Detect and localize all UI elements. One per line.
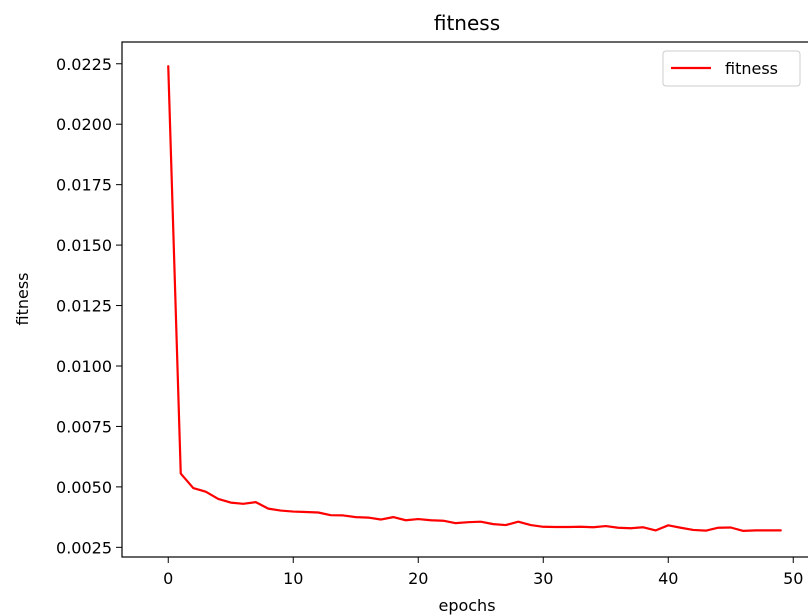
y-tick-label: 0.0125 bbox=[56, 297, 112, 316]
x-tick-label: 50 bbox=[783, 569, 803, 588]
legend-label: fitness bbox=[725, 59, 778, 78]
y-tick-label: 0.0025 bbox=[56, 538, 112, 557]
plot-frame bbox=[121, 41, 808, 558]
y-tick-label: 0.0075 bbox=[56, 417, 112, 436]
y-axis-label: fitness bbox=[13, 272, 32, 325]
x-tick-label: 10 bbox=[283, 569, 303, 588]
x-tick-label: 0 bbox=[163, 569, 173, 588]
legend-box bbox=[662, 50, 801, 87]
chart-title: fitness bbox=[434, 11, 500, 35]
legend: fitness bbox=[662, 50, 801, 87]
fitness-series-line bbox=[167, 65, 782, 532]
y-tick-label: 0.0175 bbox=[56, 176, 112, 195]
y-tick-label: 0.0050 bbox=[56, 478, 112, 497]
y-tick-label: 0.0100 bbox=[56, 357, 112, 376]
x-tick-label: 20 bbox=[408, 569, 428, 588]
x-axis-ticks: 0 10 20 30 40 50 bbox=[163, 557, 803, 588]
y-axis-ticks: 0.0025 0.0050 0.0075 0.0100 0.0125 0.0150 0.01… bbox=[56, 55, 122, 557]
x-tick-label: 40 bbox=[658, 569, 678, 588]
y-tick-label: 0.0225 bbox=[56, 55, 112, 74]
y-tick-label: 0.0200 bbox=[56, 115, 112, 134]
x-axis-label: epochs bbox=[438, 596, 495, 615]
x-tick-label: 30 bbox=[533, 569, 553, 588]
y-tick-label: 0.0150 bbox=[56, 236, 112, 255]
